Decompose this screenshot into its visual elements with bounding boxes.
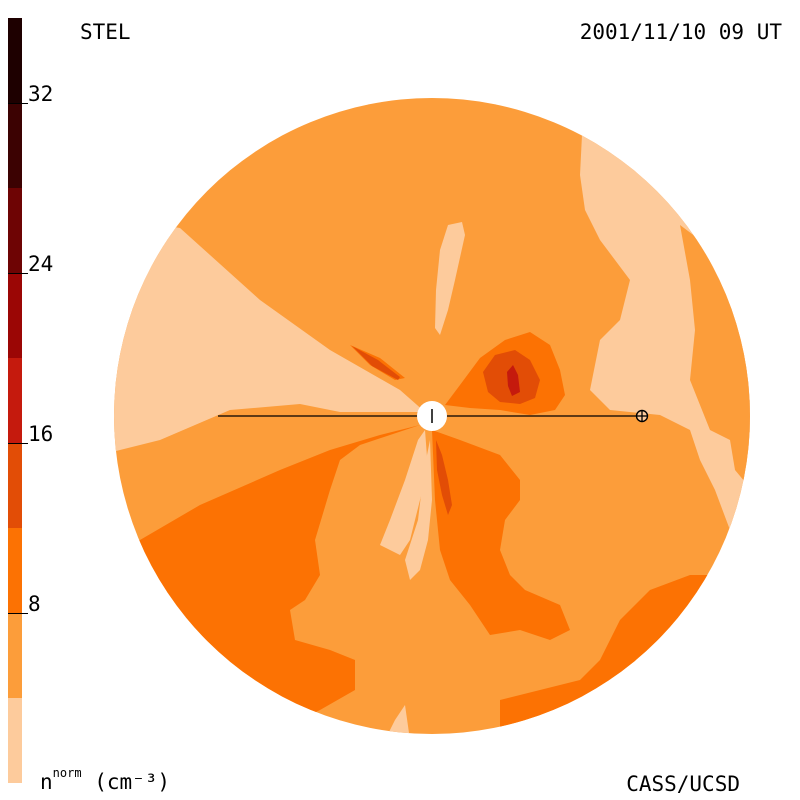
colorbar-level-0 — [8, 698, 22, 783]
contour-mid-south-lobe — [432, 430, 570, 640]
colorbar-level-8 — [8, 18, 22, 103]
instrument-label: STEL — [80, 20, 131, 44]
colorbar-level-6 — [8, 188, 22, 273]
colorbar-tick-mark — [8, 273, 28, 274]
colorbar-tick-mark — [8, 443, 28, 444]
contour-base-east-inner — [680, 225, 750, 500]
credit-label: CASS/UCSD — [626, 772, 740, 796]
quantity-unit: (cm⁻³) — [94, 770, 171, 794]
colorbar-tick-label: 8 — [28, 592, 41, 616]
timestamp-label: 2001/11/10 09 UT — [579, 20, 782, 44]
colorbar-tick-mark — [8, 103, 28, 104]
colorbar-tick-label: 16 — [28, 422, 54, 446]
contour-peak-northeast — [507, 365, 520, 396]
quantity-superscript: norm — [52, 766, 82, 780]
contour-light-south-streak — [380, 430, 428, 555]
colorbar-level-7 — [8, 103, 22, 188]
colorbar-level-4 — [8, 358, 22, 443]
colorbar-tick-label: 24 — [28, 252, 54, 276]
colorbar — [8, 18, 22, 783]
colorbar-level-3 — [8, 443, 22, 528]
colorbar-level-5 — [8, 273, 22, 358]
colorbar-level-2 — [8, 528, 22, 613]
quantity-label: nnorm (cm⁻³) — [40, 766, 171, 794]
colorbar-tick-mark — [8, 613, 28, 614]
colorbar-level-1 — [8, 613, 22, 698]
colorbar-tick-label: 32 — [28, 82, 54, 106]
contour-light-south-bottom — [385, 705, 410, 734]
contour-light-north-streak — [435, 222, 465, 335]
contour-light-south-streak-2 — [405, 440, 432, 580]
contour-light-west — [114, 215, 425, 455]
contour-high-south-streak — [436, 440, 452, 515]
contour-high-nw-streak — [352, 346, 400, 380]
earth-symbol — [635, 409, 649, 423]
quantity-symbol: n — [40, 770, 53, 794]
